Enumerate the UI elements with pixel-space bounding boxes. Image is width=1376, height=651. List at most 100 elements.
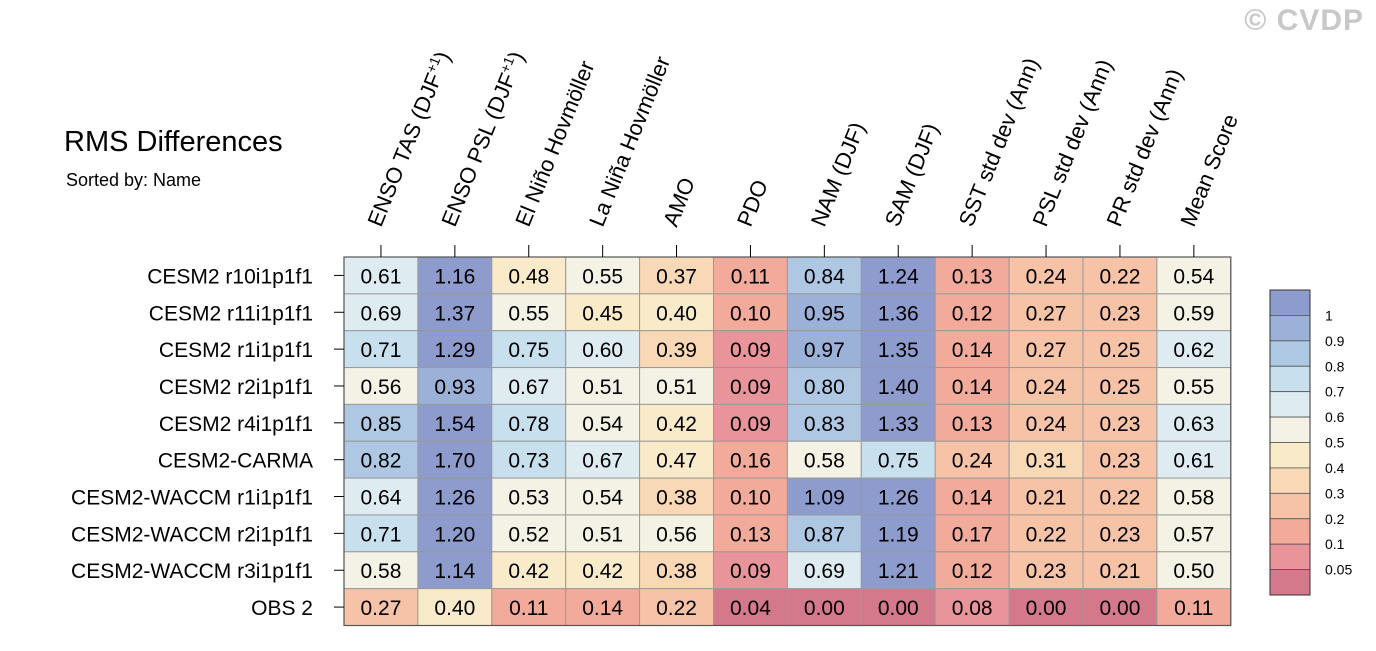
heatmap-cell (1008, 477, 1084, 516)
colorbar-swatch (1269, 315, 1311, 342)
heatmap-cell (565, 551, 641, 590)
cell-value-label: 0.56 (361, 376, 402, 399)
cell-value-label: 1.36 (878, 302, 919, 325)
cell-value-label: 0.09 (730, 339, 771, 362)
column-label: El Niño Hovmöller (510, 57, 599, 230)
heatmap-cell (565, 330, 641, 369)
cell-value-label: 0.27 (1026, 302, 1067, 325)
cell-value-label: 0.95 (804, 302, 845, 325)
heatmap-cell (934, 367, 1010, 405)
cell-value-label: 0.64 (361, 487, 402, 510)
heatmap-cell (786, 551, 862, 590)
cell-value-label: 0.23 (1100, 413, 1141, 436)
cell-value-label: 0.14 (952, 376, 993, 399)
cell-value-label: 1.20 (434, 523, 475, 546)
cell-value-label: 0.00 (878, 597, 919, 620)
heatmap-cell (713, 293, 788, 332)
heatmap-cell (491, 330, 567, 369)
heatmap-cell (1156, 588, 1232, 627)
cell-value-label: 0.23 (1026, 560, 1067, 583)
cell-value-label: 1.33 (878, 413, 919, 436)
row-label: CESM2-CARMA (158, 450, 313, 473)
cell-value-label: 1.37 (434, 302, 475, 325)
cell-value-label: 0.75 (878, 450, 919, 473)
cell-value-label: 0.69 (361, 302, 402, 325)
column-label: AMO (658, 174, 700, 230)
row-label: CESM2 r4i1p1f1 (159, 413, 313, 436)
heatmap-cell (639, 477, 714, 516)
cell-value-label: 0.87 (804, 523, 845, 546)
heatmap-cell (1008, 440, 1084, 479)
cell-value-label: 1.26 (878, 487, 919, 510)
cell-value-label: 0.27 (1026, 339, 1067, 362)
column-label: PDO (732, 176, 773, 230)
heatmap-cell (491, 551, 567, 590)
heatmap-cell (1082, 403, 1158, 442)
heatmap-cell (343, 514, 419, 553)
copyright-watermark: © CVDP (1244, 4, 1364, 37)
column-label: PSL std dev (Ann) (1028, 56, 1118, 230)
cell-value-label: 0.23 (1100, 302, 1141, 325)
heatmap-cell (786, 440, 862, 479)
cell-value-label: 0.42 (656, 413, 697, 436)
cell-value-label: 1.16 (434, 265, 475, 288)
heatmap-cell (491, 477, 567, 516)
cell-value-label: 1.70 (434, 450, 475, 473)
heatmap-cell (860, 403, 936, 442)
heatmap-cell (417, 551, 493, 590)
cell-value-label: 0.22 (656, 597, 697, 620)
heatmap-cell (1156, 440, 1232, 479)
cell-value-label: 0.09 (730, 376, 771, 399)
colorbar-swatch (1269, 340, 1311, 367)
heatmap-cell (639, 588, 714, 627)
cell-value-label: 0.00 (1100, 597, 1141, 620)
heatmap-cell (639, 293, 714, 332)
heatmap-cell (1156, 367, 1232, 405)
heatmap-cell (713, 551, 788, 590)
column-label: ENSO PSL (DJF+1) (435, 47, 529, 229)
cell-value-label: 0.59 (1173, 302, 1214, 325)
cell-value-label: 0.25 (1100, 376, 1141, 399)
cell-value-label: 0.80 (804, 376, 845, 399)
row-label: CESM2 r1i1p1f1 (159, 339, 313, 362)
colorbar-swatch (1269, 543, 1311, 570)
heatmap-cell (343, 477, 419, 516)
cell-value-label: 0.63 (1173, 413, 1214, 436)
heatmap-cell (343, 403, 419, 442)
cell-value-label: 0.56 (656, 523, 697, 546)
cell-value-label: 1.24 (878, 265, 919, 288)
heatmap-cell (417, 403, 493, 442)
colorbar-swatch (1269, 416, 1311, 443)
cell-value-label: 0.39 (656, 339, 697, 362)
cell-value-label: 0.08 (952, 597, 993, 620)
heatmap-cell (1082, 367, 1158, 405)
heatmap-cell (491, 514, 567, 553)
cell-value-label: 0.17 (952, 523, 993, 546)
heatmap-cell (713, 367, 788, 405)
cell-value-label: 0.38 (656, 560, 697, 583)
heatmap-cell (786, 293, 862, 332)
colorbar-swatch (1269, 365, 1311, 393)
cell-value-label: 1.14 (434, 560, 475, 583)
cell-value-label: 0.09 (730, 560, 771, 583)
heatmap-cell (1082, 514, 1158, 553)
heatmap-cell (860, 293, 936, 332)
heatmap-cell (860, 588, 936, 627)
cell-value-label: 0.50 (1173, 560, 1214, 583)
cell-value-label: 0.31 (1026, 450, 1067, 473)
cell-value-label: 1.54 (434, 413, 475, 436)
cell-value-label: 0.78 (508, 413, 549, 436)
heatmap-cell (565, 440, 641, 479)
heatmap-cell (934, 440, 1010, 479)
chart-title: RMS Differences (64, 126, 283, 158)
cell-value-label: 0.37 (656, 265, 697, 288)
heatmap-cell (1082, 293, 1158, 332)
column-label: ENSO TAS (DJF+1) (361, 47, 455, 229)
heatmap-cell (565, 514, 641, 553)
cell-value-label: 0.82 (361, 450, 402, 473)
row-label: CESM2 r11i1p1f1 (149, 302, 313, 325)
cell-value-label: 0.84 (804, 265, 845, 288)
colorbar-tick-label: 0.5 (1325, 435, 1345, 451)
heatmap-cell (1156, 551, 1232, 590)
heatmap-cell (343, 256, 419, 295)
